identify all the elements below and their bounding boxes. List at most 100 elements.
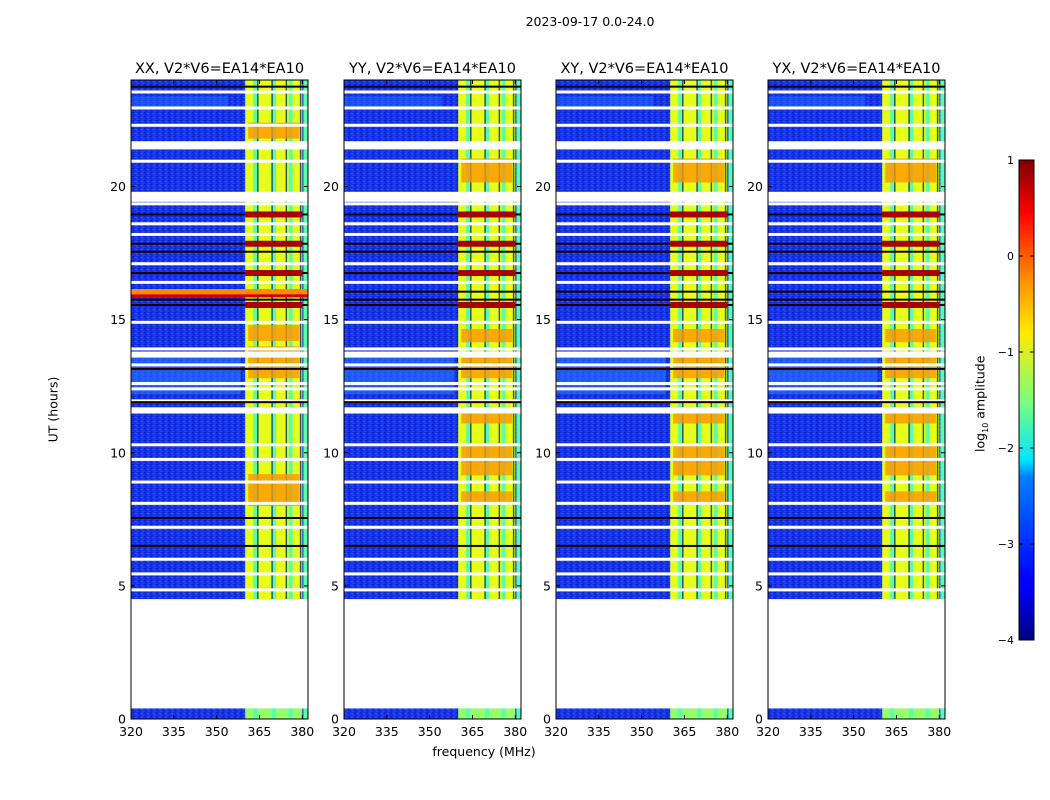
rfi-row [768,544,945,547]
x-tick-label: 350 [630,724,654,739]
band-rfi-row [458,211,516,218]
y-tick-label: 15 [110,312,126,327]
flagged-row [344,106,521,110]
rfi-row [556,303,733,306]
y-tick-label: 0 [118,712,126,727]
x-tick-label: 320 [119,724,143,739]
flagged-row [344,588,521,592]
flagged-row [768,351,945,358]
band-hot-patch [673,328,725,343]
rfi-row [556,272,733,275]
rfi-row [131,303,308,306]
x-tick-label: 350 [842,724,866,739]
band-rfi-row [245,301,303,308]
band-hot-patch [248,346,300,379]
y-tick-label: 20 [535,179,551,194]
x-tick-label: 335 [799,724,823,739]
flagged-row [344,262,521,266]
flagged-row [768,363,945,367]
flagged-row [131,232,308,236]
rfi-row [768,250,945,253]
flagged-row [768,141,945,149]
x-tick-label: 320 [332,724,356,739]
panel-xy: XY, V2*V6=EA14*EA10 320 335 350 365 380 0 5 10 15… [535,61,739,739]
flagged-row [768,457,945,461]
flagged-row [768,399,945,403]
haze-region-top [768,95,866,110]
flagged-row [768,123,945,127]
flagged-row [344,382,521,386]
colorbar-bar [1018,159,1035,641]
rfi-row [556,298,733,301]
band-gap-line [724,80,727,600]
x-tick-label: 350 [418,724,442,739]
band-rfi-row [670,301,728,308]
flagged-row [556,588,733,592]
y-tick-label: 20 [747,179,763,194]
flagged-row [344,222,521,226]
flagged-row [131,588,308,592]
rfi-row [556,290,733,293]
flagged-row [344,347,521,351]
rfi-broadband-row [131,289,308,296]
rfi-row [131,213,308,216]
flagged-row [131,280,308,284]
flagged-row [768,106,945,110]
flagged-row [768,480,945,484]
x-tick-label: 335 [375,724,399,739]
rfi-row [344,290,521,293]
colorbar-tick-label: −2 [998,442,1014,455]
rfi-row [768,303,945,306]
band-gap-line [512,80,515,600]
flagged-row [768,262,945,266]
panel-title: YY, V2*V6=EA14*EA10 [348,61,516,77]
x-tick-label: 380 [503,724,527,739]
rfi-row [556,250,733,253]
rfi-row [131,401,308,404]
colorbar-tick-label: −3 [998,538,1014,551]
flagged-row [768,588,945,592]
flagged-row [344,202,521,206]
band-hot-patch [248,324,300,341]
flagged-row [131,557,308,561]
rfi-row [556,544,733,547]
flagged-row [768,320,945,324]
flagged-row [131,262,308,266]
band-rfi-row [882,211,940,218]
band-rfi-row [458,240,516,247]
rfi-row [131,242,308,245]
y-tick-label: 15 [747,312,763,327]
rfi-row [344,250,521,253]
y-tick-label: 10 [747,445,763,460]
data-gap [768,599,945,709]
flagged-row [131,382,308,386]
flagged-row [768,159,945,163]
x-tick-label: 350 [205,724,229,739]
band-hot-patch [885,491,937,505]
rfi-row [131,85,308,88]
flagged-row [344,191,521,202]
band-hot-patch [461,412,513,424]
y-tick-label: 5 [118,578,126,593]
flagged-row [768,572,945,576]
axes-frame [767,79,946,720]
rfi-row [131,272,308,275]
flagged-row [768,557,945,561]
rfi-row [344,516,521,519]
flagged-row [131,363,308,367]
x-tick-label: 380 [290,724,314,739]
band-rfi-row [670,211,728,218]
x-tick-label: 365 [248,724,272,739]
data-gap [131,599,308,709]
band-gap-line [299,80,302,600]
flagged-row [556,572,733,576]
flagged-row [344,399,521,403]
rfi-row [344,85,521,88]
flagged-row [344,480,521,484]
y-tick-label: 0 [755,712,763,727]
flagged-row [344,159,521,163]
spectrum-region-lower [768,708,945,719]
flagged-row [344,320,521,324]
band-hot-patch [885,158,937,183]
